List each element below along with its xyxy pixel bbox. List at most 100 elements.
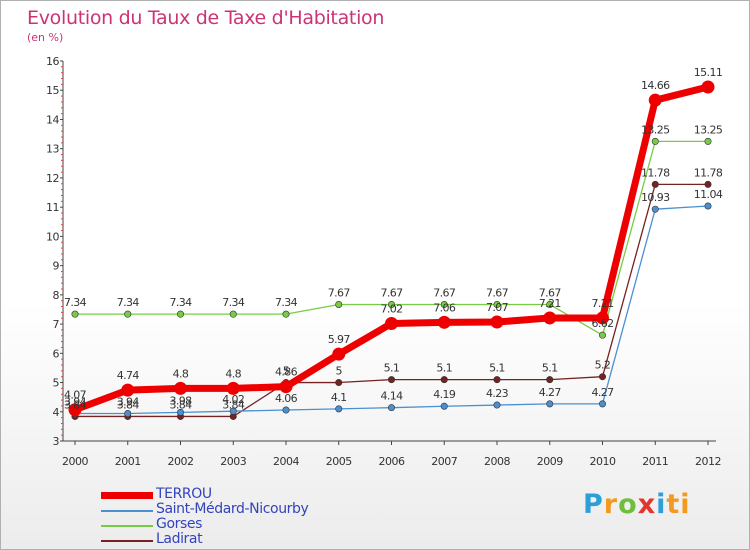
- y-tick-label: 11: [46, 201, 59, 214]
- data-point: [387, 404, 395, 412]
- data-label: 4.07: [64, 389, 87, 402]
- data-point: [121, 383, 135, 397]
- legend-label: Saint-Médard-Nicourby: [156, 501, 309, 517]
- data-point: [332, 347, 346, 361]
- data-point: [598, 373, 606, 381]
- x-tick-label: 2008: [484, 455, 510, 468]
- data-point: [68, 403, 82, 417]
- legend-label: Ladirat: [156, 531, 203, 547]
- data-label: 3.84: [169, 398, 192, 411]
- legend-swatch: [101, 540, 153, 542]
- y-tick-label: 16: [46, 55, 59, 68]
- data-label: 4.27: [539, 386, 562, 399]
- data-label: 14.66: [641, 79, 670, 92]
- data-point: [177, 310, 185, 318]
- data-point: [440, 300, 448, 308]
- data-point: [440, 376, 448, 384]
- data-point: [493, 300, 501, 308]
- y-tick-label: 6: [53, 347, 60, 360]
- logo-letter: i: [656, 489, 667, 520]
- y-tick-label: 9: [53, 260, 60, 273]
- legend-swatch: [101, 525, 153, 527]
- data-point: [124, 310, 132, 318]
- x-tick-label: 2004: [273, 455, 299, 468]
- x-tick-label: 2000: [62, 455, 88, 468]
- data-label: 11.78: [641, 166, 670, 179]
- data-point: [490, 315, 504, 329]
- data-label: 5.2: [595, 359, 611, 372]
- data-point: [493, 376, 501, 384]
- data-label: 4.8: [225, 367, 241, 380]
- data-label: 7.34: [117, 296, 140, 309]
- data-label: 3.84: [64, 398, 87, 411]
- data-label: 6.62: [591, 317, 613, 330]
- data-point: [648, 93, 662, 107]
- data-point: [546, 400, 554, 408]
- data-label: 4.14: [380, 390, 403, 403]
- logo-letter: ti: [666, 489, 691, 520]
- data-label: 4.86: [275, 366, 298, 379]
- data-point: [598, 331, 606, 339]
- data-point: [282, 406, 290, 414]
- data-point: [651, 205, 659, 213]
- data-label: 7.67: [328, 286, 351, 299]
- x-tick-label: 2003: [220, 455, 246, 468]
- x-tick-label: 2010: [590, 455, 616, 468]
- data-label: 3.84: [117, 398, 140, 411]
- data-label: 5.97: [328, 333, 351, 346]
- data-label: 5.1: [542, 362, 558, 375]
- y-axis-unit-label: (en %): [27, 31, 64, 44]
- data-point: [282, 310, 290, 318]
- data-point: [335, 405, 343, 413]
- data-point: [704, 180, 712, 188]
- legend-label: TERROU: [156, 486, 212, 502]
- chart-series: [68, 80, 715, 420]
- data-label: 4.06: [275, 392, 298, 405]
- y-tick-label: 3: [53, 435, 60, 448]
- data-label: 3.98: [169, 394, 192, 407]
- data-point: [387, 376, 395, 384]
- data-label: 4.74: [117, 369, 140, 382]
- data-point: [335, 379, 343, 387]
- data-label: 3.94: [64, 396, 87, 409]
- x-tick-label: 2001: [115, 455, 141, 468]
- data-point: [124, 410, 132, 418]
- data-point: [279, 380, 293, 394]
- data-label: 4.23: [486, 387, 509, 400]
- y-tick-label: 10: [46, 230, 59, 243]
- y-tick-label: 7: [53, 318, 60, 331]
- proxiti-logo: Proxiti: [583, 489, 691, 520]
- y-tick-label: 14: [46, 113, 59, 126]
- chart-data-labels: 3.84 3.84 3.84 3.84 5 5 5.1 5.1 5.1 5.1 5.2 11.78 11…: [64, 66, 723, 411]
- data-point: [440, 402, 448, 410]
- data-label: 7.06: [433, 301, 456, 314]
- x-tick-label: 2007: [431, 455, 457, 468]
- data-label: 7.34: [222, 296, 245, 309]
- data-point: [651, 137, 659, 145]
- legend-label: Gorses: [156, 516, 202, 532]
- x-tick-label: 2006: [379, 455, 405, 468]
- data-label: 7.07: [486, 301, 509, 314]
- data-label: 5: [336, 365, 343, 378]
- legend-swatch: [101, 510, 153, 512]
- data-point: [493, 401, 501, 409]
- data-point: [546, 300, 554, 308]
- data-point: [335, 300, 343, 308]
- y-tick-label: 15: [46, 84, 59, 97]
- data-label: 5: [283, 365, 290, 378]
- data-label: 4.19: [433, 388, 456, 401]
- data-label: 4.27: [591, 386, 614, 399]
- data-label: 4.8: [173, 367, 189, 380]
- data-point: [598, 400, 606, 408]
- data-label: 7.67: [433, 286, 456, 299]
- data-point: [596, 311, 609, 325]
- data-point: [226, 381, 240, 395]
- x-tick-label: 2009: [537, 455, 563, 468]
- x-tick-label: 2002: [168, 455, 194, 468]
- data-point: [651, 180, 659, 188]
- y-tick-label: 4: [53, 406, 60, 419]
- data-label: 7.34: [64, 296, 87, 309]
- logo-letter: P: [583, 489, 604, 520]
